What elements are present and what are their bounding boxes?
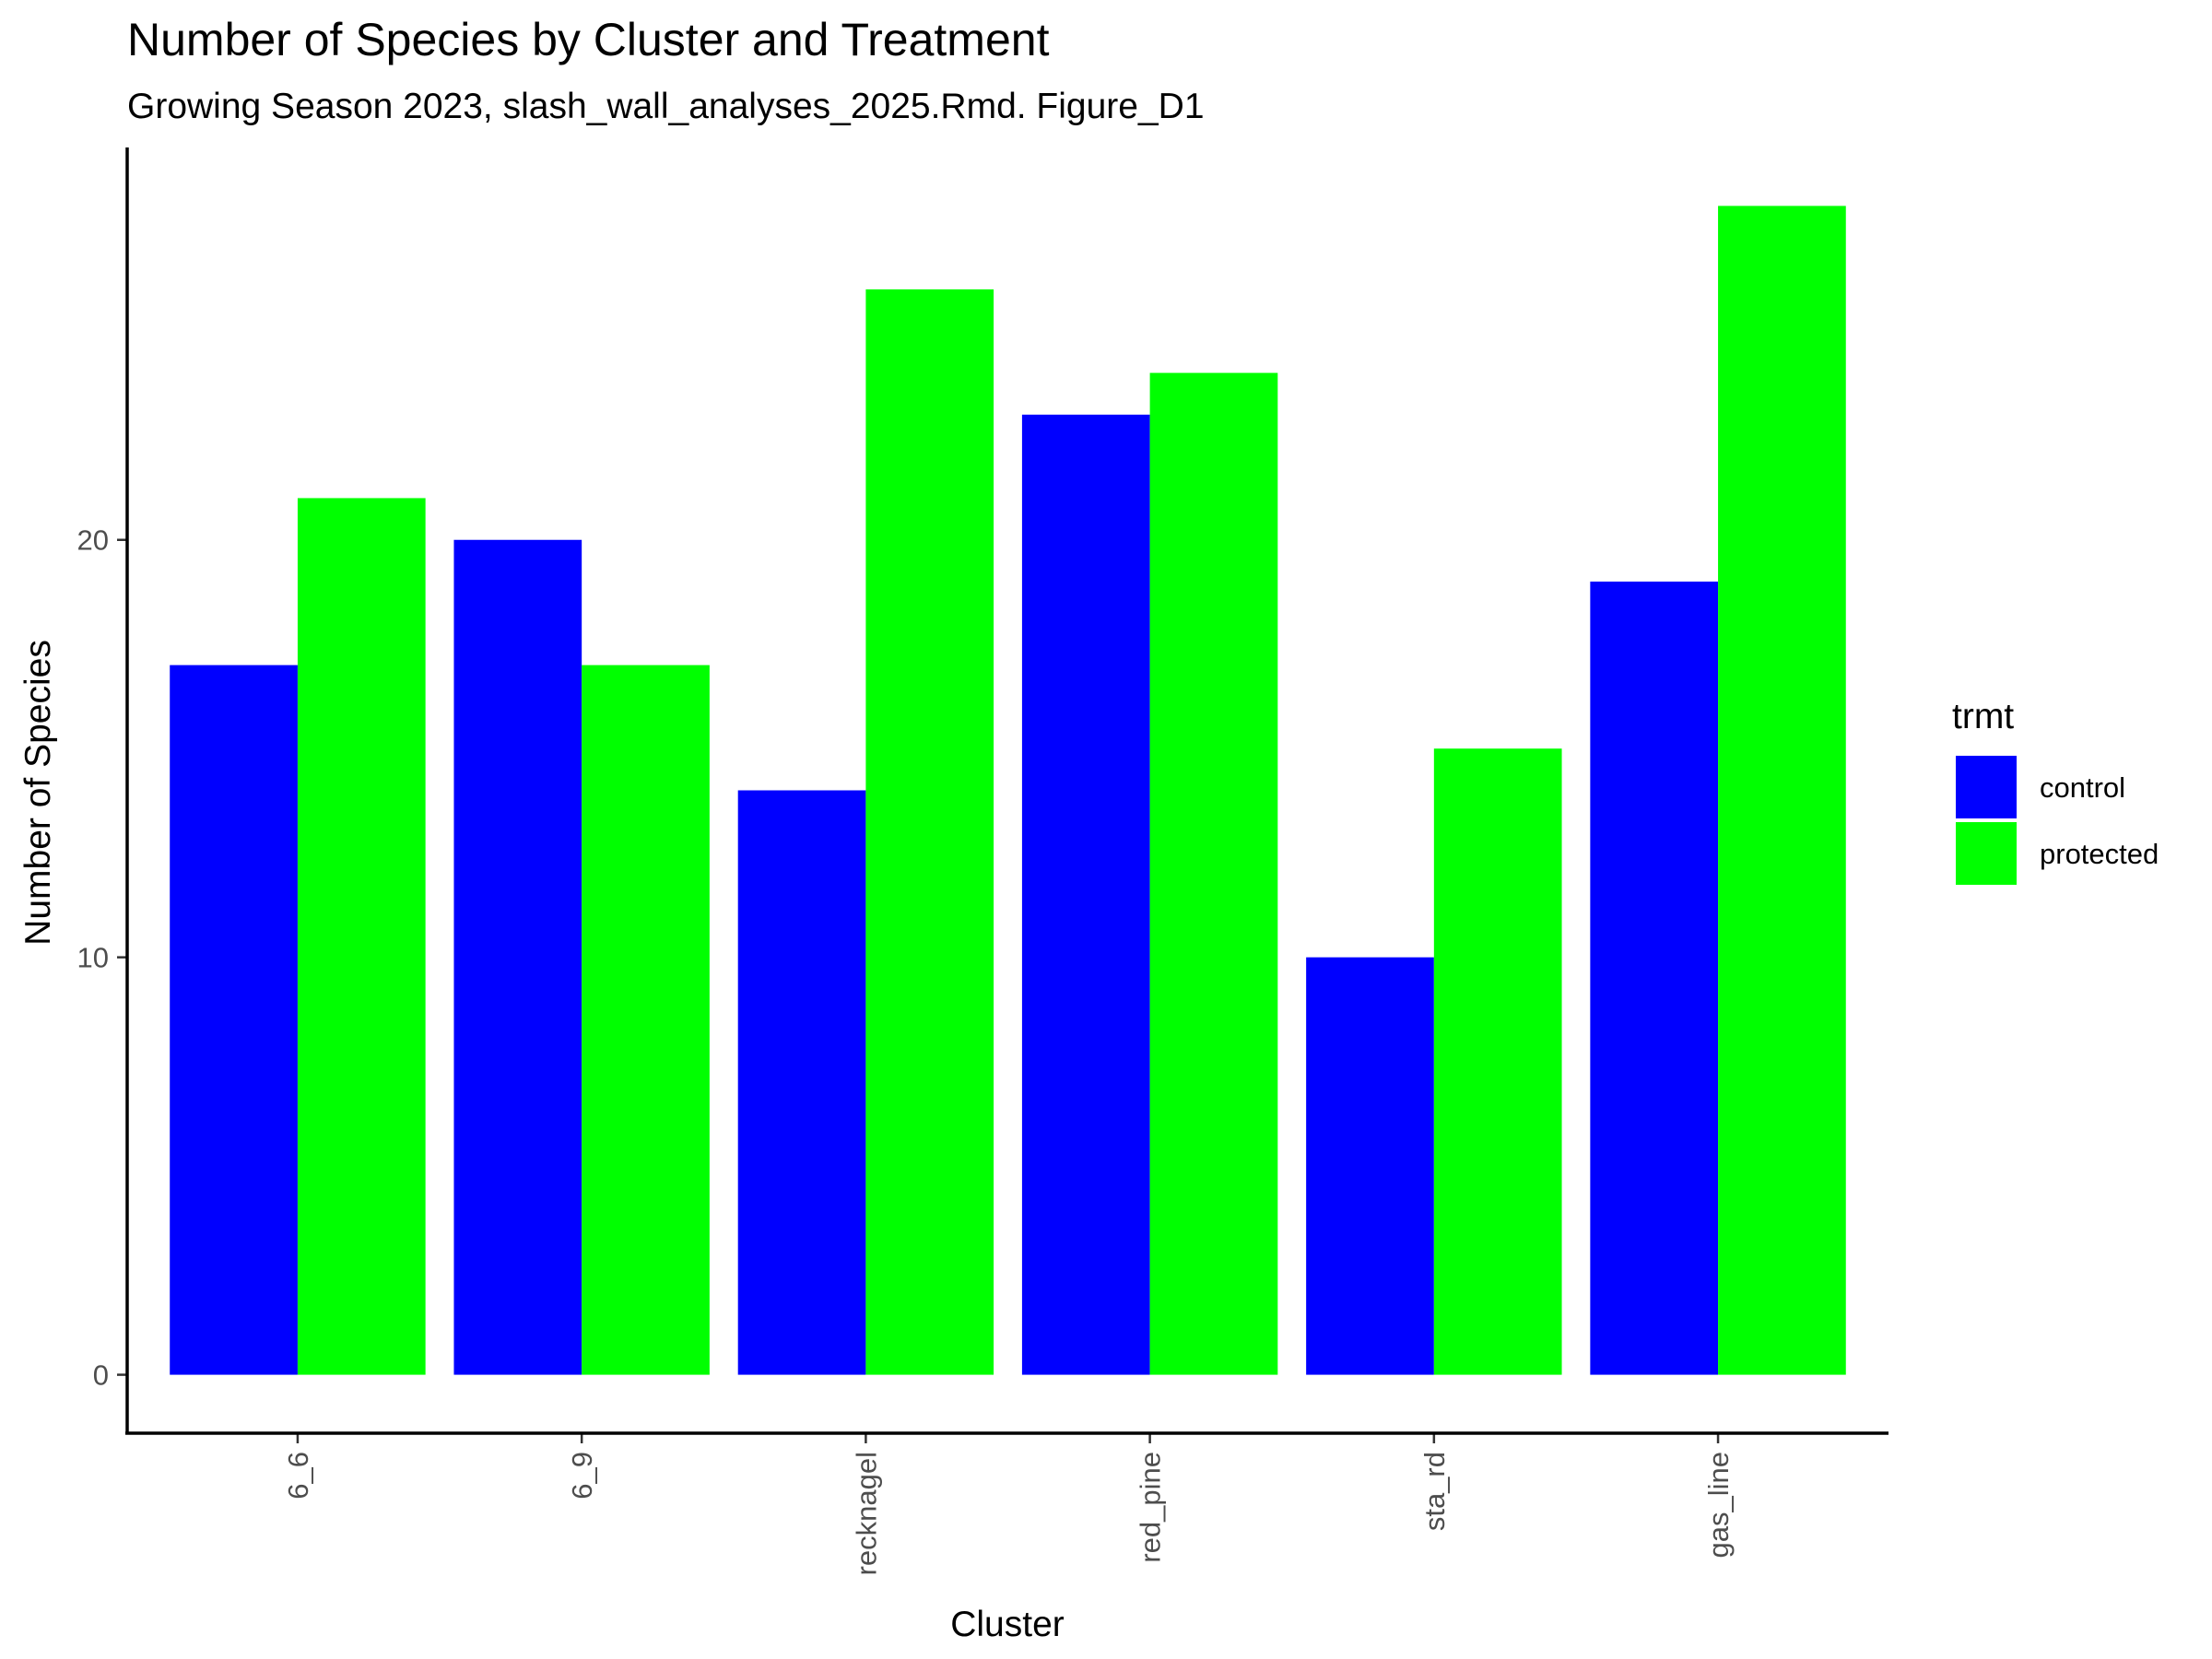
bar-6_6-protected	[297, 498, 426, 1375]
chart-subtitle: Growing Season 2023, slash_wall_analyses…	[127, 87, 1205, 126]
bar-gas_line-control	[1590, 582, 1719, 1375]
x-tick-label: red_pine	[1135, 1452, 1167, 1563]
x-tick-label: 6_6	[282, 1452, 314, 1500]
legend-label-protected: protected	[2040, 838, 2159, 870]
y-tick-label: 10	[77, 942, 109, 974]
x-tick-label: sta_rd	[1418, 1452, 1451, 1531]
bar-red_pine-protected	[1149, 372, 1278, 1375]
bar-sta_rd-control	[1306, 957, 1434, 1375]
bar-6_9-protected	[582, 665, 710, 1375]
y-axis-title: Number of Species	[18, 640, 58, 946]
x-tick-label: gas_line	[1702, 1452, 1735, 1558]
x-tick-label: 6_9	[566, 1452, 598, 1500]
legend-label-control: control	[2040, 771, 2125, 804]
x-axis-ticks: 6_6 6_9 recknagel red_pine sta_rd gas_line	[282, 1433, 1735, 1575]
bar-gas_line-protected	[1718, 206, 1846, 1375]
x-axis-title: Cluster	[950, 1605, 1065, 1644]
chart-title: Number of Species by Cluster and Treatme…	[127, 14, 1050, 65]
bars-layer	[170, 206, 1846, 1375]
bar-6_9-control	[453, 539, 582, 1375]
legend: trmt control protected	[1952, 697, 2159, 885]
bar-recknagel-control	[737, 790, 866, 1375]
legend-title: trmt	[1952, 697, 2014, 736]
x-tick-label: recknagel	[850, 1452, 882, 1575]
y-axis-ticks: 0 10 20	[77, 524, 127, 1392]
bar-red_pine-control	[1021, 414, 1150, 1375]
y-tick-label: 0	[93, 1359, 109, 1392]
bar-sta_rd-protected	[1433, 748, 1562, 1375]
bar-6_6-control	[170, 665, 298, 1375]
y-tick-label: 20	[77, 524, 109, 557]
legend-key-protected	[1956, 822, 2017, 885]
bar-recknagel-protected	[865, 288, 994, 1375]
legend-key-control	[1956, 756, 2017, 818]
